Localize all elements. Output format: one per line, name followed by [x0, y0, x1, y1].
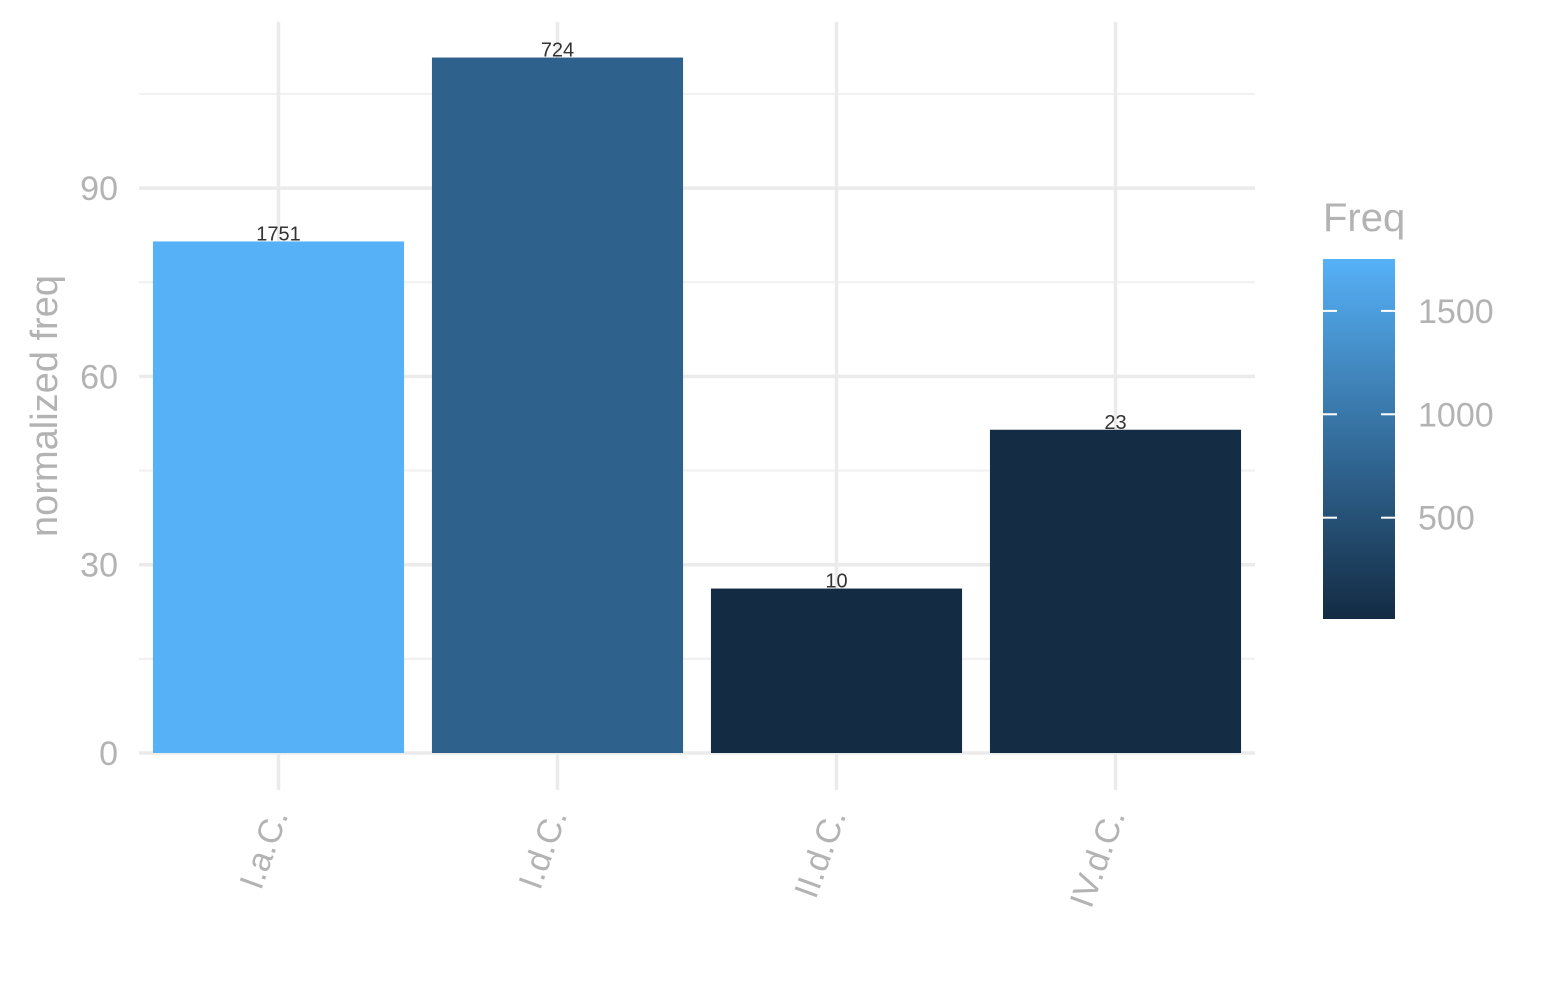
x-tick-label: II.d.C. — [787, 805, 854, 903]
data-labels: 1751 724 10 23 — [256, 40, 1126, 593]
y-tick-label: 0 — [99, 735, 118, 773]
y-tick-label: 30 — [80, 547, 118, 585]
legend-tick-label: 1500 — [1418, 293, 1494, 331]
legend: Freq 500 1000 1500 — [1323, 196, 1494, 619]
legend-tick-label: 1000 — [1418, 396, 1494, 434]
bars — [152, 57, 1242, 753]
bar-value-label: 724 — [541, 40, 574, 62]
y-axis-ticks: 0 30 60 90 — [80, 170, 118, 773]
bar-value-label: 23 — [1104, 412, 1126, 434]
x-axis-ticks: I.a.C. I.d.C. II.d.C. IV.d.C. — [233, 805, 1133, 913]
bar-iidc — [710, 588, 963, 753]
x-tick-label: I.a.C. — [233, 805, 296, 894]
x-tick-label: IV.d.C. — [1063, 805, 1133, 913]
legend-colorbar — [1323, 259, 1395, 619]
bar-value-label: 10 — [825, 571, 847, 593]
legend-title: Freq — [1323, 196, 1405, 240]
y-tick-label: 90 — [80, 170, 118, 208]
legend-tick-label: 500 — [1418, 500, 1475, 538]
bar-value-label: 1751 — [256, 223, 301, 245]
x-tick-label: I.d.C. — [512, 805, 575, 894]
bar-ivdc — [989, 429, 1242, 753]
y-axis-title: normalized freq — [24, 275, 66, 537]
y-tick-label: 60 — [80, 358, 118, 396]
bar-idc — [431, 57, 684, 753]
bar-iac — [152, 241, 405, 753]
